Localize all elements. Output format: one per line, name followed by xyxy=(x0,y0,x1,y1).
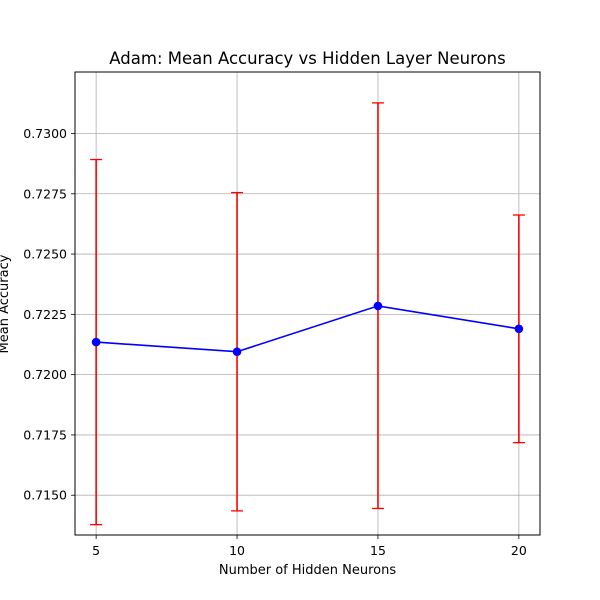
x-axis-label: Number of Hidden Neurons xyxy=(219,563,396,578)
chart-title: Adam: Mean Accuracy vs Hidden Layer Neur… xyxy=(109,49,505,68)
y-tick-label: 0.7225 xyxy=(23,307,67,322)
y-tick-label: 0.7275 xyxy=(23,186,67,201)
y-tick-label: 0.7150 xyxy=(23,488,67,503)
plot-frame xyxy=(74,71,541,536)
series-line xyxy=(96,305,519,353)
x-tick-label: 10 xyxy=(229,543,245,558)
data-point xyxy=(514,324,524,334)
y-tick-label: 0.7200 xyxy=(23,367,67,382)
series-layer xyxy=(91,301,524,357)
y-tick-label: 0.7175 xyxy=(23,427,67,442)
y-axis-label: Mean Accuracy xyxy=(0,254,12,353)
data-point xyxy=(91,337,101,347)
data-point xyxy=(373,301,383,311)
data-point xyxy=(232,347,242,357)
y-tick-label: 0.7250 xyxy=(23,247,67,262)
y-tick-label: 0.7300 xyxy=(23,126,67,141)
x-tick-label: 15 xyxy=(370,543,386,558)
x-tick-label: 20 xyxy=(511,543,527,558)
ticks: 5 10 15 20 0.7150 0.7175 0.7200 0.7225 0.7250 0.7… xyxy=(23,126,527,558)
x-tick-label: 5 xyxy=(92,543,100,558)
